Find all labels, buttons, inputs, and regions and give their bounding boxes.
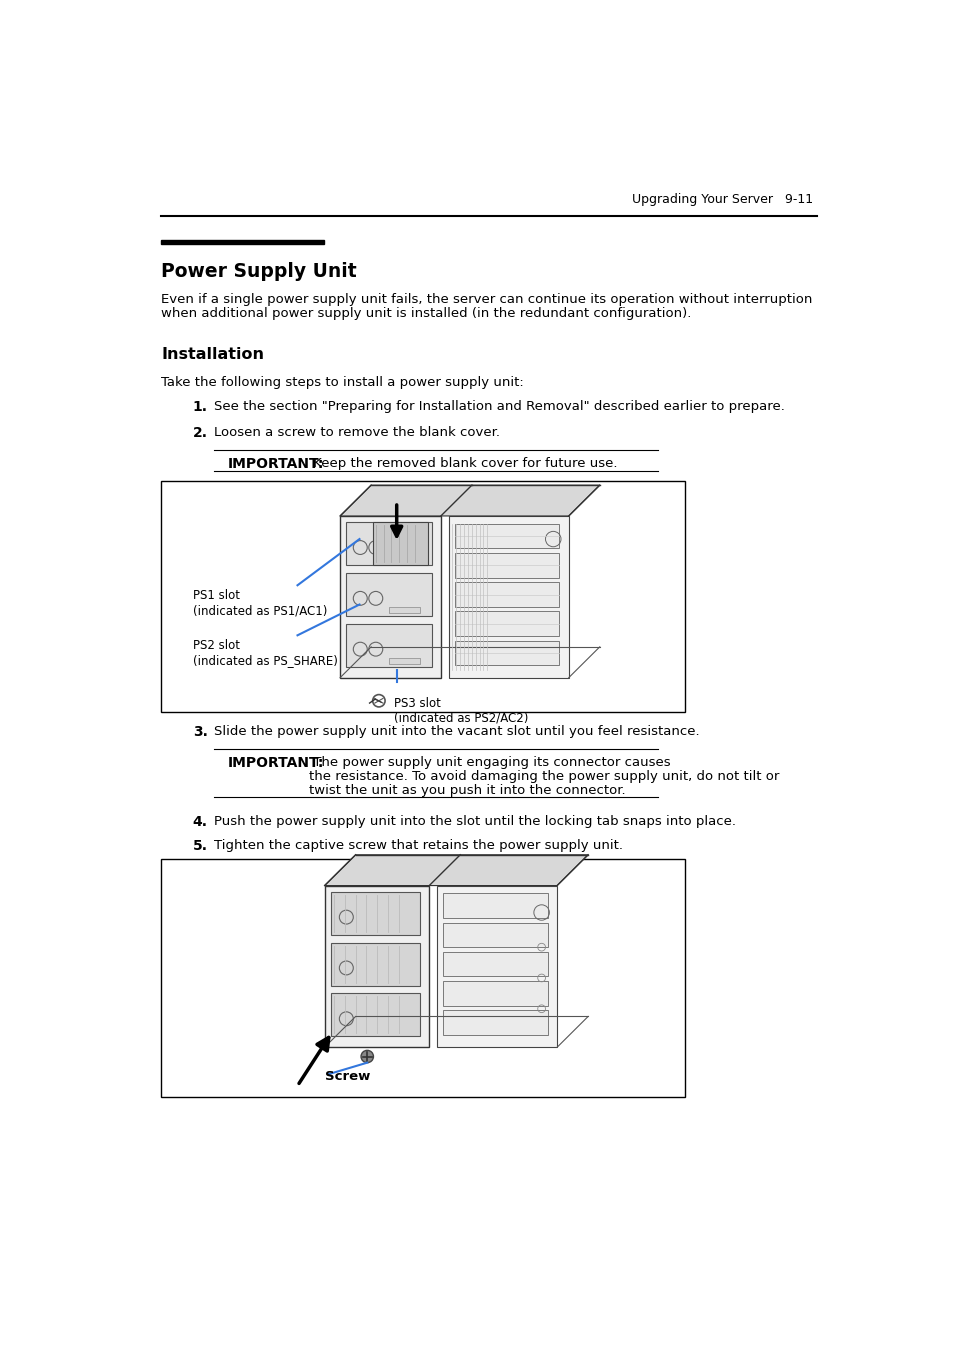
Bar	[331, 993, 419, 1037]
Text: PS2 slot
(indicated as PS_SHARE): PS2 slot (indicated as PS_SHARE)	[193, 639, 337, 667]
Bar	[161, 481, 684, 712]
Bar	[331, 942, 419, 985]
Polygon shape	[324, 855, 587, 886]
Text: See the section "Preparing for Installation and Removal" described earlier to pr: See the section "Preparing for Installat…	[213, 400, 784, 414]
Bar	[331, 892, 419, 936]
Text: Upgrading Your Server   9-11: Upgrading Your Server 9-11	[631, 193, 812, 206]
Bar	[443, 922, 547, 948]
Text: when additional power supply unit is installed (in the redundant configuration).: when additional power supply unit is ins…	[161, 306, 691, 319]
Text: Tighten the captive screw that retains the power supply unit.: Tighten the captive screw that retains t…	[213, 840, 622, 852]
Bar	[161, 859, 684, 1097]
Circle shape	[360, 1050, 373, 1062]
Text: Even if a single power supply unit fails, the server can continue its operation : Even if a single power supply unit fails…	[161, 293, 812, 306]
Bar	[346, 522, 431, 565]
Bar	[389, 607, 419, 613]
Bar	[346, 624, 431, 667]
Text: PS3 slot
(indicated as PS2/AC2): PS3 slot (indicated as PS2/AC2)	[394, 697, 528, 725]
Bar	[455, 582, 558, 607]
Bar	[436, 886, 557, 1047]
Bar	[443, 1010, 547, 1035]
Text: Slide the power supply unit into the vacant slot until you feel resistance.: Slide the power supply unit into the vac…	[213, 725, 699, 739]
Bar	[443, 952, 547, 976]
Text: IMPORTANT:: IMPORTANT:	[228, 756, 324, 770]
Bar	[443, 981, 547, 1006]
Text: The power supply unit engaging its connector causes: The power supply unit engaging its conne…	[309, 756, 670, 770]
Text: 3.: 3.	[193, 725, 208, 740]
Polygon shape	[340, 485, 599, 516]
Text: twist the unit as you push it into the connector.: twist the unit as you push it into the c…	[309, 785, 625, 797]
Text: Power Supply Unit: Power Supply Unit	[161, 262, 356, 280]
Text: Screw: Screw	[324, 1070, 370, 1084]
Text: Take the following steps to install a power supply unit:: Take the following steps to install a po…	[161, 376, 523, 388]
Text: Installation: Installation	[161, 346, 264, 361]
Bar	[346, 573, 431, 616]
Text: 4.: 4.	[193, 814, 208, 829]
Bar	[324, 886, 429, 1047]
Text: PS1 slot
(indicated as PS1/AC1): PS1 slot (indicated as PS1/AC1)	[193, 589, 327, 617]
Bar	[455, 523, 558, 549]
Bar	[455, 640, 558, 666]
Bar	[389, 555, 419, 562]
Bar	[455, 553, 558, 577]
Bar	[389, 658, 419, 663]
Text: 1.: 1.	[193, 400, 208, 414]
Text: IMPORTANT:: IMPORTANT:	[228, 457, 324, 470]
Text: 5.: 5.	[193, 840, 208, 853]
Bar	[161, 240, 323, 244]
Bar	[373, 522, 427, 565]
Text: the resistance. To avoid damaging the power supply unit, do not tilt or: the resistance. To avoid damaging the po…	[309, 770, 779, 783]
Text: Keep the removed blank cover for future use.: Keep the removed blank cover for future …	[309, 457, 617, 469]
Bar	[448, 516, 568, 678]
Bar	[340, 516, 440, 678]
Bar	[455, 612, 558, 636]
Bar	[443, 894, 547, 918]
Text: Loosen a screw to remove the blank cover.: Loosen a screw to remove the blank cover…	[213, 426, 499, 439]
Text: 2.: 2.	[193, 426, 208, 439]
Text: Push the power supply unit into the slot until the locking tab snaps into place.: Push the power supply unit into the slot…	[213, 814, 735, 828]
